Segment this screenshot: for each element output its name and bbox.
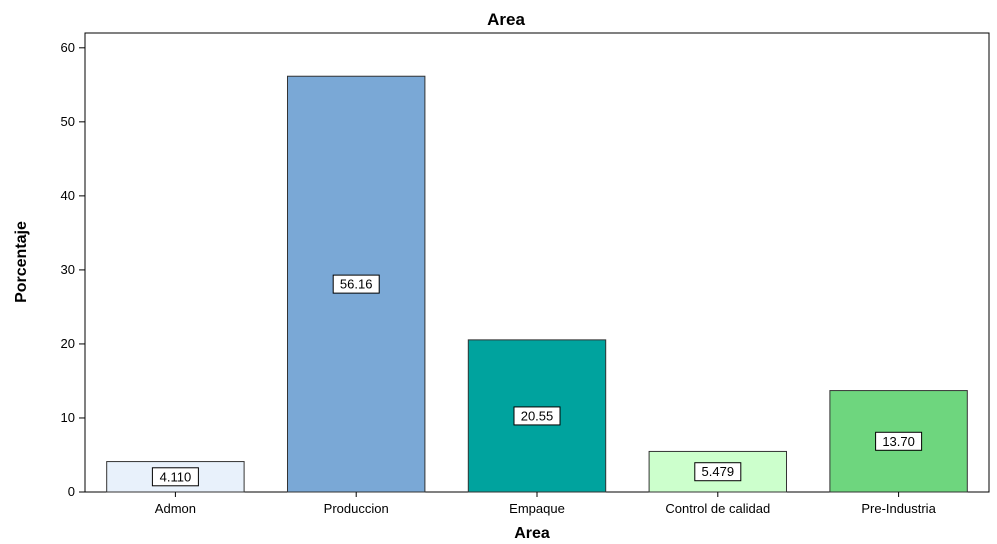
data-label: 20.55: [521, 408, 554, 423]
bars: [106, 75, 968, 493]
data-label: 56.16: [340, 277, 373, 292]
y-tick-label: 60: [61, 40, 75, 55]
data-label: 4.110: [160, 469, 192, 484]
x-tick-label: Produccion: [324, 501, 389, 516]
x-axis: Admon Produccion Empaque Control de calidad…: [155, 492, 937, 516]
y-tick-label: 20: [61, 336, 75, 351]
data-label-box: [332, 274, 380, 294]
data-labels: 4.110 56.16 20.55 5.479 13.70: [151, 274, 923, 487]
data-label-box: [875, 431, 923, 451]
y-tick-label: 0: [68, 484, 75, 499]
x-tick-label: Control de calidad: [665, 501, 770, 516]
x-tick-label: Empaque: [509, 501, 565, 516]
data-label-box: [151, 467, 199, 487]
y-axis-title: Porcentaje: [13, 221, 30, 303]
x-tick-label: Pre-Industria: [861, 501, 936, 516]
chart-title: Area: [487, 10, 525, 29]
y-axis: 0 10 20 30 40 50 60: [61, 40, 85, 499]
data-label-box: [513, 406, 561, 426]
data-label: 13.70: [882, 434, 915, 449]
y-tick-label: 10: [61, 410, 75, 425]
y-tick-label: 50: [61, 114, 75, 129]
x-axis-title: Area: [514, 525, 550, 542]
y-tick-label: 40: [61, 188, 75, 203]
y-tick-label: 30: [61, 262, 75, 277]
data-label-box: [694, 462, 742, 482]
data-label: 5.479: [702, 464, 735, 479]
x-tick-label: Admon: [155, 501, 196, 516]
